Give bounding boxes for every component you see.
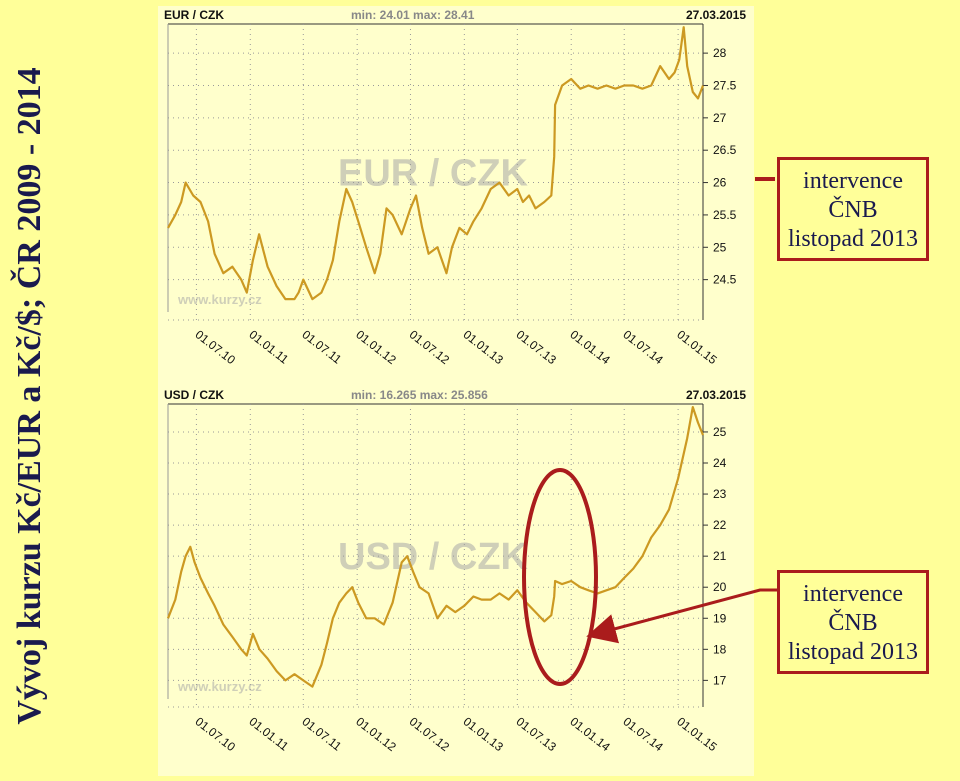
x-tick-label: 01.07.13 [513,327,559,367]
callout-line: ČNB [828,197,878,223]
x-tick-label: 01.01.14 [567,714,613,754]
y-tick-label: 28 [713,46,727,60]
x-tick-label: 01.07.11 [299,714,344,753]
y-tick-label: 27 [713,111,727,125]
x-tick-label: 01.01.14 [567,327,613,367]
minmax-label: min: 16.265 max: 25.856 [351,388,488,402]
callout-line: ČNB [828,610,878,636]
x-tick-label: 01.01.12 [353,327,399,367]
callout-line: intervence [803,581,903,607]
y-tick-label: 17 [713,673,727,687]
site-watermark: www.kurzy.cz [177,292,262,307]
pair-label: EUR / CZK [164,8,224,22]
callout-line: listopad 2013 [788,226,918,252]
y-tick-label: 25.5 [713,208,737,222]
chart-watermark: EUR / CZK [338,152,529,194]
y-tick-label: 21 [713,549,727,563]
x-tick-label: 01.07.12 [407,714,453,754]
usd-intervention-callout: intervence ČNB listopad 2013 [777,570,929,674]
x-tick-label: 01.07.10 [193,327,239,367]
x-tick-label: 01.01.11 [246,714,291,753]
eur-czk-chart: EUR / CZK min: 24.01 max: 28.41 27.03.2015… [158,6,754,386]
callout-line: listopad 2013 [788,639,918,665]
page-title: Vývoj kurzu Kč/EUR a Kč/$; ČR 2009 - 201… [11,67,48,725]
y-tick-label: 19 [713,611,727,625]
y-tick-label: 20 [713,580,727,594]
x-tick-label: 01.01.11 [246,327,291,366]
y-tick-label: 23 [713,487,727,501]
x-tick-label: 01.01.13 [460,327,506,367]
callout-line: intervence [803,168,903,194]
exchange-rate-series-line [167,26,705,301]
eur-intervention-callout: intervence ČNB listopad 2013 [777,157,929,261]
pair-label: USD / CZK [164,388,224,402]
y-tick-label: 27.5 [713,78,737,92]
x-tick-label: 01.01.15 [674,714,720,754]
x-tick-label: 01.07.12 [407,327,453,367]
y-tick-label: 24.5 [713,273,737,287]
date-label: 27.03.2015 [686,8,746,22]
x-tick-label: 01.07.11 [299,327,344,366]
x-tick-label: 01.07.13 [513,714,559,754]
y-tick-label: 26 [713,176,727,190]
usd-czk-chart: USD / CZK min: 16.265 max: 25.856 27.03.20… [158,386,754,776]
site-watermark: www.kurzy.cz [177,679,262,694]
chart-watermark: USD / CZK [338,536,529,578]
date-label: 27.03.2015 [686,388,746,402]
x-tick-label: 01.07.14 [620,714,666,754]
y-tick-label: 18 [713,642,727,656]
x-tick-label: 01.01.13 [460,714,506,754]
x-tick-label: 01.01.12 [353,714,399,754]
usd-czk-chart-svg: USD / CZK min: 16.265 max: 25.856 27.03.20… [164,388,746,754]
eur-callout-connector [755,177,775,181]
eur-czk-chart-svg: EUR / CZK min: 24.01 max: 28.41 27.03.2015… [164,8,746,367]
x-tick-label: 01.01.15 [674,327,720,367]
y-tick-label: 26.5 [713,143,737,157]
y-tick-label: 25 [713,425,727,439]
x-tick-label: 01.07.14 [620,327,666,367]
page-title-container: Vývoj kurzu Kč/EUR a Kč/$; ČR 2009 - 201… [0,0,60,781]
exchange-rate-series-line [166,406,705,688]
x-tick-label: 01.07.10 [193,714,239,754]
y-tick-label: 24 [713,456,727,470]
y-tick-label: 25 [713,240,727,254]
y-tick-label: 22 [713,518,727,532]
minmax-label: min: 24.01 max: 28.41 [351,8,475,22]
